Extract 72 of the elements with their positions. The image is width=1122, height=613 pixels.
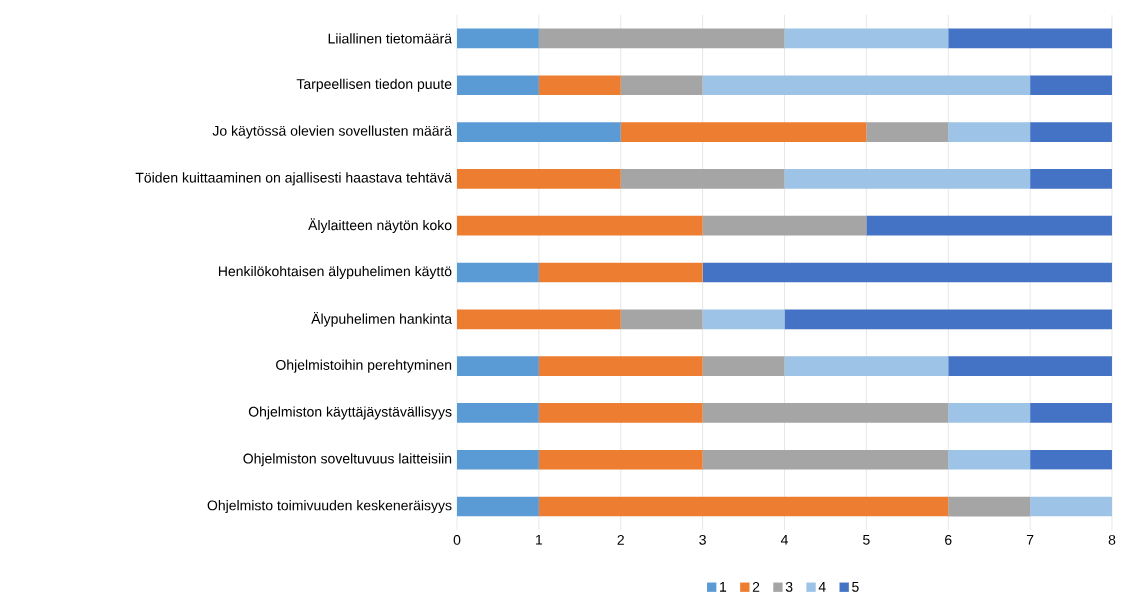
x-tick-label: 7 <box>1026 534 1034 545</box>
bar <box>702 75 1031 96</box>
bar <box>784 169 1031 189</box>
bar <box>1030 122 1112 142</box>
bar <box>538 496 949 517</box>
y-tick-label: Henkilökohtaisen älypuhelimen käyttö <box>218 265 452 280</box>
bar <box>457 356 539 376</box>
bar <box>948 496 1031 517</box>
bar <box>784 309 1112 330</box>
y-tick-label: Jo käytössä olevien sovellusten määrä <box>212 125 453 139</box>
bar <box>457 215 703 236</box>
x-tick-label: 1 <box>536 534 543 545</box>
bar <box>784 356 949 376</box>
bar <box>948 449 1031 470</box>
y-tick-label: Töiden kuittaaminen on ajallisesti haastava tehtävä <box>135 172 452 186</box>
legend-label: 4 <box>818 582 826 592</box>
bar <box>457 496 539 517</box>
bar <box>457 449 539 470</box>
bar <box>948 122 1031 142</box>
x-tick-label: 4 <box>780 534 788 545</box>
y-tick-label: Ohjelmisto toimivuuden keskeneräisyys <box>207 500 452 514</box>
bar <box>457 262 539 283</box>
y-tick-label: Tarpeellisen tiedon puute <box>296 78 452 92</box>
bar <box>948 356 1112 376</box>
bar <box>538 28 785 49</box>
x-tick-label: 6 <box>945 534 952 545</box>
bar <box>1030 75 1112 96</box>
bar <box>457 403 539 423</box>
legend-label: 3 <box>785 581 793 592</box>
y-tick-label: Älylaitteen näytön koko <box>308 218 452 233</box>
bar <box>1030 169 1112 189</box>
bar <box>1030 403 1112 423</box>
bar <box>538 75 621 96</box>
bar <box>948 403 1031 423</box>
x-tick-label: 8 <box>1108 534 1116 545</box>
legend-label: 1 <box>720 582 727 592</box>
bar <box>538 403 703 423</box>
bar <box>620 309 703 330</box>
bar <box>538 356 703 376</box>
legend-label: 5 <box>852 582 859 592</box>
bar <box>866 215 1112 236</box>
bar <box>457 309 621 330</box>
bar <box>457 75 539 96</box>
y-tick-label: Älypuhelimen hankinta <box>311 312 453 327</box>
x-tick-label: 5 <box>863 534 870 545</box>
bar <box>620 75 703 96</box>
y-tick-label: Liiallinen tietomäärä <box>328 33 453 44</box>
y-tick-label: Ohjelmiston käyttäjäystävällisyys <box>248 406 452 420</box>
x-tick-label: 3 <box>699 534 706 545</box>
bar <box>538 262 703 283</box>
x-tick-label: 2 <box>617 534 624 545</box>
bar <box>620 122 867 142</box>
bar <box>948 28 1112 49</box>
bar <box>457 28 539 49</box>
bar <box>784 28 949 49</box>
bar <box>702 449 949 470</box>
bar <box>702 309 785 330</box>
y-tick-label: Ohjelmistoihin perehtyminen <box>276 359 452 373</box>
bar <box>702 262 1112 283</box>
legend-label: 2 <box>752 581 760 592</box>
bar <box>702 356 785 376</box>
bar <box>538 449 703 470</box>
bar <box>702 215 867 236</box>
bar <box>702 403 949 423</box>
bar <box>457 122 621 142</box>
bar <box>866 122 949 142</box>
bar <box>1030 496 1112 517</box>
bar <box>620 169 785 189</box>
bar <box>1030 449 1112 470</box>
bar <box>457 169 621 189</box>
y-tick-label: Ohjelmiston soveltuvuus laitteisiin <box>243 453 452 467</box>
x-tick-label: 0 <box>453 534 461 545</box>
